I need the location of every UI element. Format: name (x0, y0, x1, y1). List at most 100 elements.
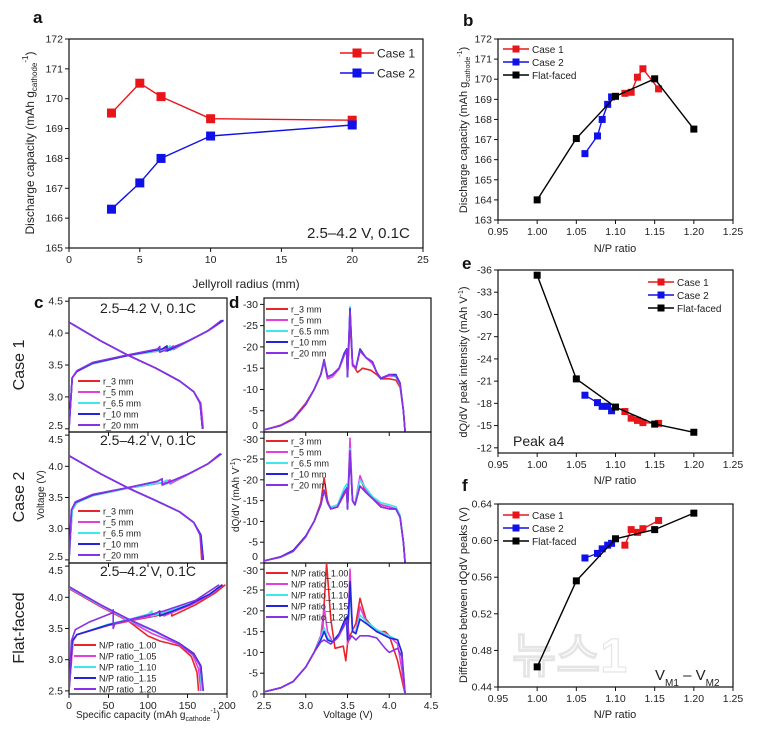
legend-entry-r-20-mm: r_20 mm (78, 550, 139, 560)
legend-label: Case 2 (532, 58, 564, 69)
y-tick-label: 169 (474, 94, 492, 106)
y-tick-label: -30 (477, 309, 492, 321)
legend-label: r_20 mm (291, 348, 327, 358)
legend-label: Case 2 (677, 291, 709, 302)
legend-entry-n-p-ratio-1-10: N/P ratio_1.10 (74, 662, 156, 672)
y-tick-label: -5 (249, 668, 258, 680)
x-tick-label: 1.20 (684, 459, 705, 471)
data-point-case-2 (347, 120, 357, 130)
x-tick-label: 4.0 (382, 700, 397, 712)
x-tick-label: 3.5 (340, 700, 355, 712)
x-tick-label: 1.10 (605, 459, 626, 471)
data-point-flat-faced (690, 428, 698, 436)
legend-entry-case-1: Case 1 (503, 45, 564, 56)
legend-entry-r-3-mm: r_3 mm (78, 376, 134, 386)
y-tick-label: 0.60 (472, 535, 493, 547)
data-point-case-2 (135, 178, 145, 188)
data-point-case-1 (135, 78, 145, 88)
f-vm-annotation: VM1 – VM2 (655, 667, 720, 689)
legend-entry-n-p-ratio-1-05: N/P ratio_1.05 (266, 579, 348, 589)
x-tick-label: 1.00 (527, 459, 548, 471)
legend-label: r_3 mm (291, 304, 322, 314)
legend-label: r_20 mm (291, 480, 327, 490)
data-point-case-1 (627, 414, 635, 422)
y-tick-label: 171 (474, 54, 492, 66)
x-tick-label: 1.10 (605, 693, 626, 705)
a-y-axis-label: Discharge capacity (mAh gcathode-1) (21, 52, 39, 235)
x-tick-label: 0 (66, 700, 72, 712)
series-line-r-20-mm-charge (69, 453, 221, 560)
legend-entry-r-5-mm: r_5 mm (266, 447, 322, 457)
chart-marks: 165 166 167 168 169 170 171 172 0 5 10 15 20 25 Case 1… (45, 34, 743, 713)
y-tick-label: -18 (477, 398, 492, 410)
y-tick-label: 172 (474, 34, 492, 46)
y-tick-label: 166 (474, 154, 492, 166)
x-tick-label: 1.20 (684, 693, 705, 705)
legend-entry-n-p-ratio-1-10: N/P ratio_1.10 (266, 590, 348, 600)
y-tick-label: 4.5 (48, 565, 63, 577)
x-tick-label: 1.20 (684, 226, 705, 238)
data-point-case-2 (604, 541, 612, 549)
series-line-n-p-ratio-1-20-charge (69, 584, 220, 691)
y-tick-label: 3.0 (48, 391, 63, 403)
series-line-n-p-ratio-1-20-discharge (69, 586, 205, 692)
legend-entry-r-3-mm: r_3 mm (78, 506, 134, 516)
watermark-logo: 뉴스1 (512, 630, 627, 683)
y-tick-label: 163 (474, 215, 492, 227)
y-tick-label: 168 (474, 114, 492, 126)
y-tick-label: -15 (477, 420, 492, 432)
panel-c-case-2: 2.5 3.0 3.5 4.0 4.5 r_3 mmr_5 mmr_6.5 mmr_10 … (48, 431, 228, 567)
y-tick-label: -25 (243, 454, 258, 466)
series-line-r-20-mm-charge (69, 319, 222, 429)
data-point-flat-faced (612, 403, 619, 411)
panel-e: -12 -15 -18 -21 -24 -27 -30 -33 -36 0.95 1.00 1.05 1… (477, 265, 744, 472)
data-point-case-1 (639, 525, 647, 533)
y-tick-label: 166 (45, 213, 63, 225)
legend-marker (512, 58, 520, 66)
series-line-r-20-mm-discharge (69, 455, 204, 560)
data-point-flat-faced (533, 663, 541, 671)
data-point-flat-faced (651, 526, 659, 534)
legend-entry-r-5-mm: r_5 mm (78, 387, 134, 397)
data-point-case-2 (581, 554, 589, 562)
data-point-case-2 (604, 402, 612, 410)
panel-d-case-1: 0-5-10-15-20-25-30 r_3 mmr_5 mmr_6.5 mmr_… (243, 297, 432, 436)
legend-label: r_10 mm (103, 539, 139, 549)
x-tick-label: 1.00 (527, 226, 548, 238)
legend-marker (512, 71, 520, 79)
legend-label: N/P ratio_1.10 (291, 590, 348, 600)
data-point-case-1 (106, 108, 116, 118)
y-tick-label: -30 (243, 434, 258, 446)
legend-label: N/P ratio_1.05 (99, 651, 156, 661)
x-tick-label: 5 (137, 254, 143, 266)
legend-label: r_10 mm (103, 409, 139, 419)
data-point-flat-faced (572, 135, 580, 143)
x-tick-label: 1.25 (723, 693, 744, 705)
series-line-n-p-ratio-1-20 (264, 618, 406, 694)
legend-entry-r-10-mm: r_10 mm (78, 539, 139, 549)
data-point-case-2 (581, 391, 589, 399)
legend-entry-r-6-5-mm: r_6.5 mm (78, 528, 141, 538)
legend-label: N/P ratio_1.15 (291, 601, 348, 611)
legend-label: N/P ratio_1.00 (99, 640, 156, 650)
legend-entry-r-3-mm: r_3 mm (266, 436, 322, 446)
row-label-flat-faced: Flat-faced (11, 592, 28, 663)
legend-entry-r-3-mm: r_3 mm (266, 304, 322, 314)
legend-entry-r-10-mm: r_10 mm (266, 337, 327, 347)
legend-label: Flat-faced (532, 71, 576, 82)
legend-label: N/P ratio_1.05 (291, 579, 348, 589)
x-tick-label: 100 (139, 700, 157, 712)
panel-letter-f: f (462, 476, 468, 495)
legend-entry-n-p-ratio-1-05: N/P ratio_1.05 (74, 651, 156, 661)
f-x-axis-label: N/P ratio (594, 709, 637, 721)
x-tick-label: 3.0 (298, 700, 313, 712)
data-point-case-2 (206, 131, 216, 141)
legend-label: r_5 mm (103, 517, 134, 527)
data-point-case-2 (593, 549, 601, 557)
y-tick-label: -33 (477, 287, 492, 299)
x-tick-label: 15 (276, 254, 288, 266)
data-point-case-1 (621, 541, 629, 549)
x-tick-label: 2.5 (257, 700, 272, 712)
legend-marker (657, 304, 665, 312)
data-point-case-2 (593, 132, 601, 140)
